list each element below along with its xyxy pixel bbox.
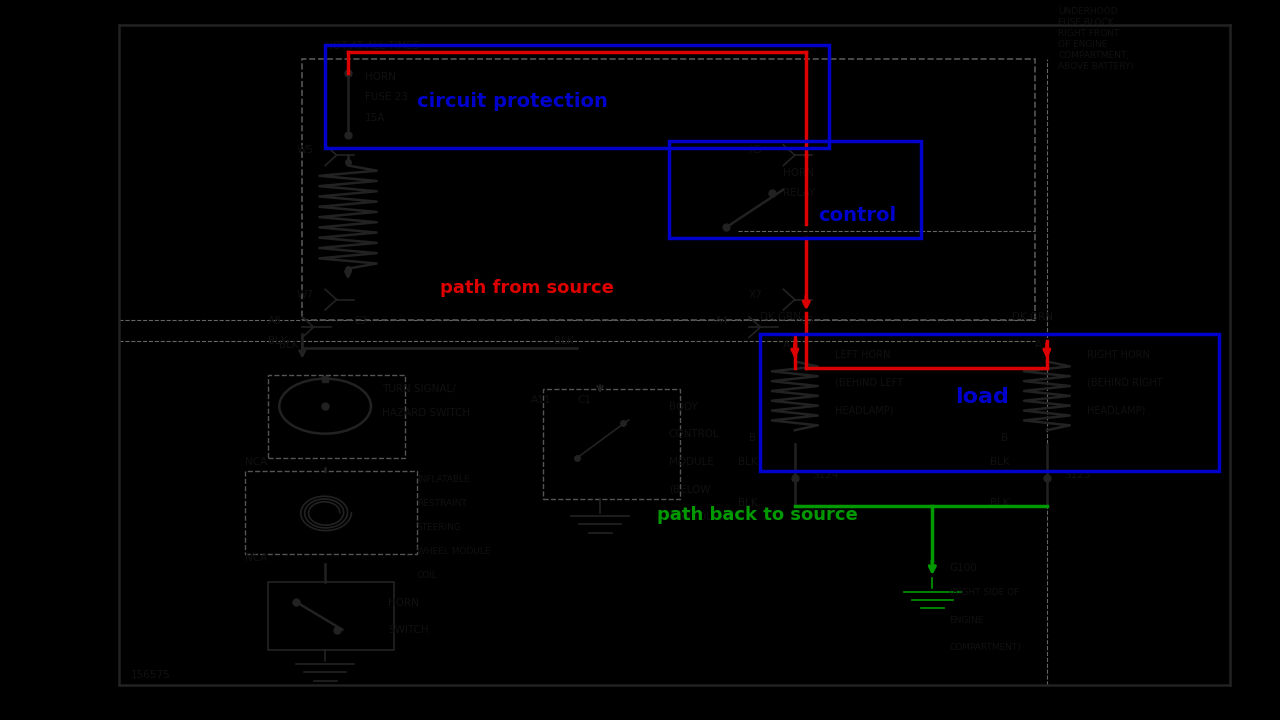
Bar bbox=[268, 582, 394, 650]
Text: FUSE 23: FUSE 23 bbox=[365, 92, 408, 102]
Text: 15A: 15A bbox=[365, 113, 385, 123]
Text: B: B bbox=[749, 433, 756, 443]
Text: WHEEL MODULE: WHEEL MODULE bbox=[417, 547, 490, 556]
Text: 156575: 156575 bbox=[131, 670, 170, 680]
Text: G100: G100 bbox=[950, 563, 977, 573]
Text: C1: C1 bbox=[577, 395, 591, 405]
Text: UNDERHOOD
FUSE BLOCK
RIGHT FRONT
OF ENGINE
COMPARTMENT,
ABOVE BATTERY): UNDERHOOD FUSE BLOCK RIGHT FRONT OF ENGI… bbox=[1059, 6, 1134, 71]
Text: DK GRN: DK GRN bbox=[1012, 312, 1053, 323]
Text: DK GRN: DK GRN bbox=[760, 312, 801, 323]
Text: RESTRAINT: RESTRAINT bbox=[417, 499, 466, 508]
Text: W7: W7 bbox=[297, 289, 314, 300]
Text: ENGINE: ENGINE bbox=[950, 616, 984, 625]
Bar bbox=[268, 375, 406, 458]
Text: (BEHIND RIGHT: (BEHIND RIGHT bbox=[1087, 377, 1162, 387]
Text: path from source: path from source bbox=[440, 279, 613, 297]
Text: NCA: NCA bbox=[244, 456, 268, 467]
Text: control: control bbox=[818, 205, 896, 225]
Text: HOT AT ALL TIMES: HOT AT ALL TIMES bbox=[325, 40, 420, 50]
Text: HORN: HORN bbox=[388, 598, 419, 608]
Text: HEADLAMP): HEADLAMP) bbox=[835, 405, 893, 415]
Text: A: A bbox=[783, 340, 791, 350]
Text: BLK: BLK bbox=[554, 336, 573, 346]
Text: STEERING: STEERING bbox=[417, 523, 462, 532]
Text: SWITCH: SWITCH bbox=[388, 625, 429, 635]
Text: LEFT HORN: LEFT HORN bbox=[835, 350, 891, 360]
Text: circuit protection: circuit protection bbox=[417, 92, 608, 111]
Text: RIGHT HORN: RIGHT HORN bbox=[1087, 350, 1149, 360]
Text: path back to source: path back to source bbox=[658, 505, 858, 523]
Bar bbox=[244, 472, 417, 554]
Text: HEADLAMP): HEADLAMP) bbox=[1087, 405, 1146, 415]
Text: S124: S124 bbox=[812, 470, 838, 480]
Text: BLK: BLK bbox=[279, 340, 300, 350]
Text: HORN: HORN bbox=[365, 71, 396, 81]
Text: A4: A4 bbox=[714, 315, 728, 325]
Text: A: A bbox=[1036, 340, 1042, 350]
Text: X5: X5 bbox=[749, 145, 763, 155]
Text: MODULE: MODULE bbox=[668, 456, 714, 467]
Text: CONTROL: CONTROL bbox=[668, 429, 719, 439]
Text: load: load bbox=[955, 387, 1009, 407]
Text: S123: S123 bbox=[1064, 470, 1091, 480]
Bar bbox=[543, 389, 680, 499]
Text: COIL: COIL bbox=[417, 571, 438, 580]
Text: BLK: BLK bbox=[989, 456, 1009, 467]
Text: BLK: BLK bbox=[737, 498, 758, 508]
Bar bbox=[760, 334, 1219, 472]
Text: BLK: BLK bbox=[989, 498, 1009, 508]
Text: (BELOW: (BELOW bbox=[668, 484, 710, 494]
Text: CONSOLE): CONSOLE) bbox=[668, 512, 723, 521]
Text: (BEHIND LEFT: (BEHIND LEFT bbox=[835, 377, 902, 387]
Bar bbox=[325, 45, 829, 148]
Text: NCA: NCA bbox=[244, 553, 268, 563]
Text: BLK: BLK bbox=[737, 456, 758, 467]
Text: HAZARD SWITCH: HAZARD SWITCH bbox=[383, 408, 471, 418]
Text: A11: A11 bbox=[531, 395, 552, 405]
Text: W5: W5 bbox=[297, 145, 314, 155]
Text: X7: X7 bbox=[749, 289, 763, 300]
Text: BODY: BODY bbox=[668, 402, 698, 412]
Text: B: B bbox=[1001, 433, 1009, 443]
Text: TURN SIGNAL/: TURN SIGNAL/ bbox=[383, 384, 456, 395]
Bar bbox=[302, 59, 1036, 320]
Text: COMPARTMENT): COMPARTMENT) bbox=[950, 643, 1021, 652]
Text: BLK: BLK bbox=[268, 336, 288, 346]
Text: A8: A8 bbox=[268, 315, 282, 325]
Text: C3: C3 bbox=[353, 315, 367, 325]
Text: INFLATABLE: INFLATABLE bbox=[417, 474, 470, 484]
Bar bbox=[668, 141, 920, 238]
Text: C2: C2 bbox=[800, 315, 814, 325]
Text: RELAY: RELAY bbox=[783, 189, 815, 199]
Text: HORN: HORN bbox=[783, 168, 814, 178]
Text: (RIGHT SIDE OF: (RIGHT SIDE OF bbox=[950, 588, 1020, 598]
